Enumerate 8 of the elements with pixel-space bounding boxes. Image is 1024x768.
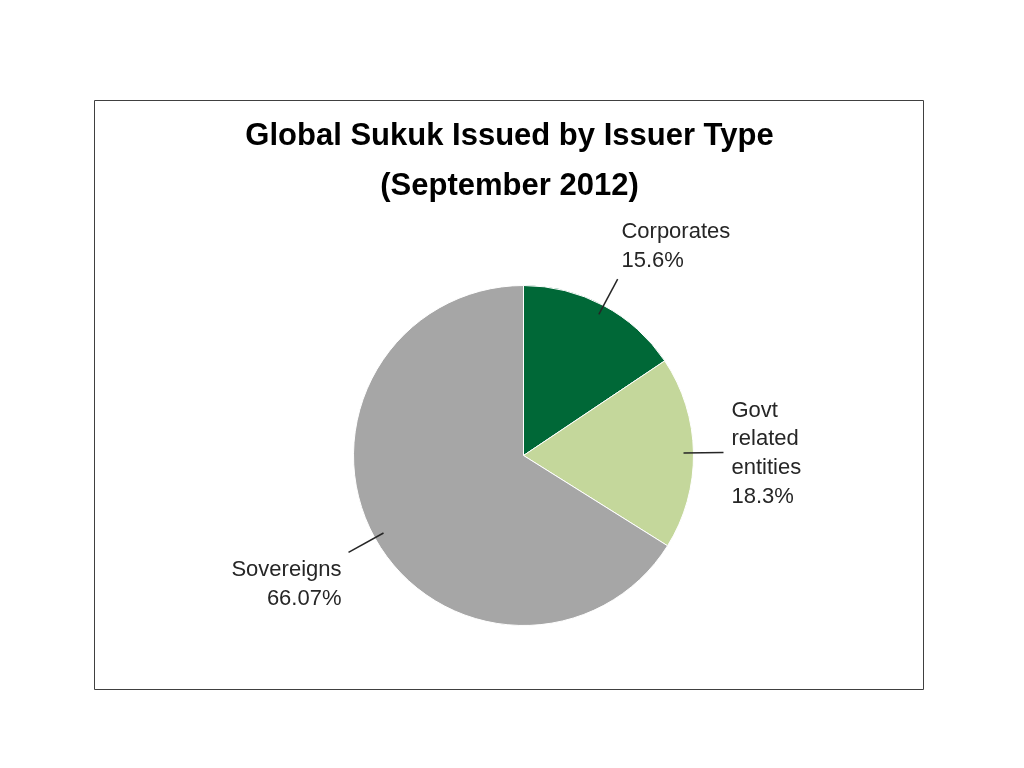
data-label: 15.6% (621, 247, 684, 272)
chart-title: Global Sukuk Issued by Issuer Type (245, 117, 774, 152)
slice-label: Sovereigns (231, 556, 342, 582)
chart-subtitle: (September 2012) (380, 167, 639, 202)
slice-label: Govt related entities (731, 396, 802, 480)
data-label: 66.07% (266, 584, 342, 610)
slice-label: Corporates (621, 218, 731, 244)
data-label: 18.3% (731, 482, 794, 508)
